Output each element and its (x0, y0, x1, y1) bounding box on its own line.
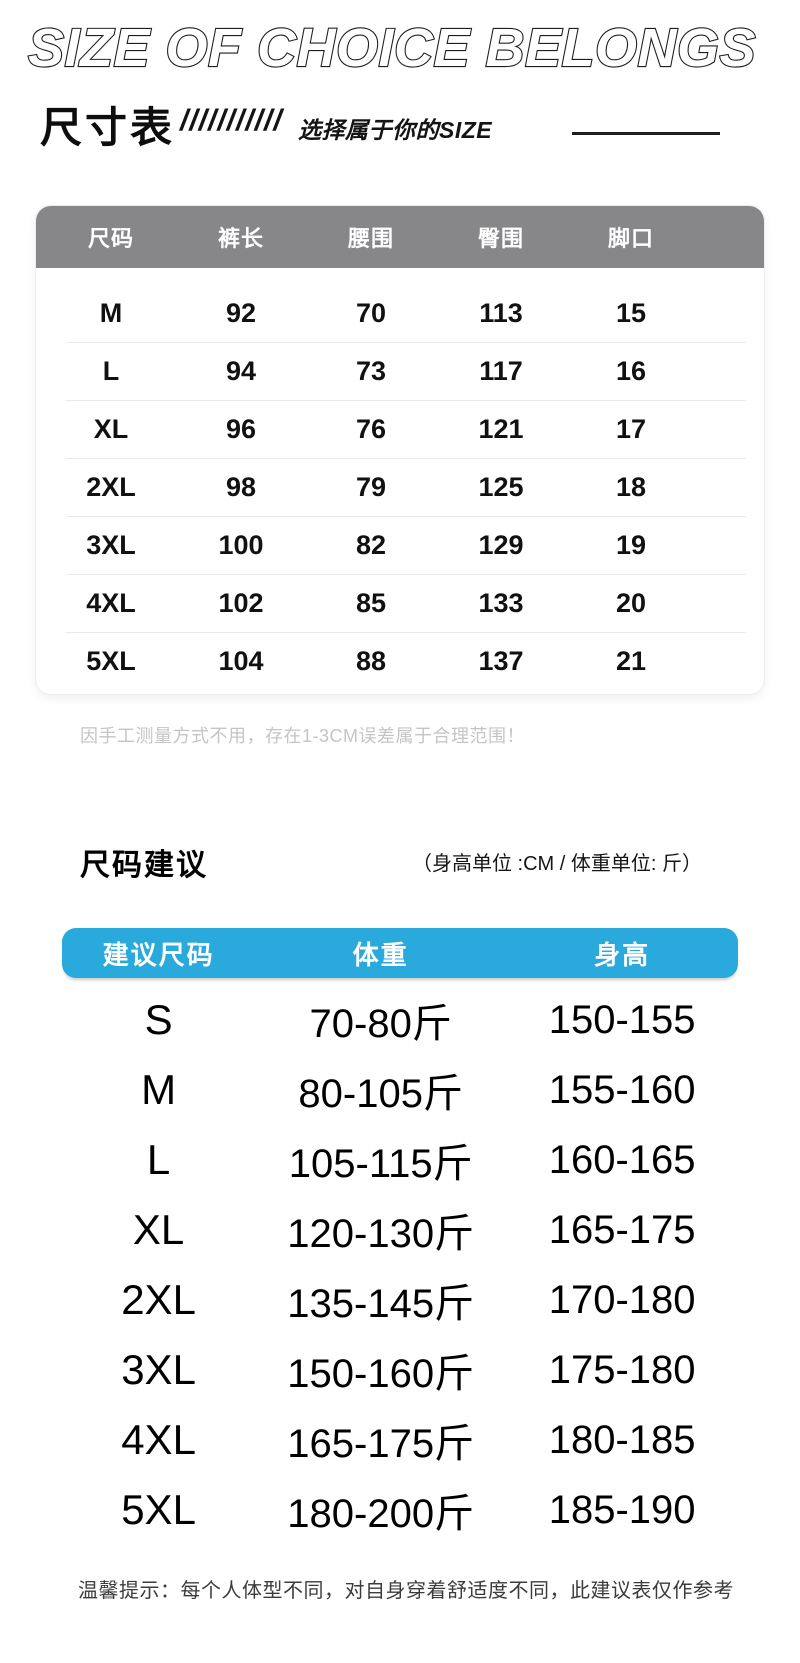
table-cell: 70 (355, 297, 387, 328)
table-cell: 4XL (86, 587, 136, 618)
table-cell: M (99, 297, 123, 328)
table-cell: 150-155 (548, 997, 696, 1042)
table-cell: 15 (615, 297, 647, 328)
table-cell: 120-130斤 (287, 1212, 475, 1256)
table-cell: 79 (355, 471, 387, 502)
table-cell: 133 (478, 587, 524, 618)
column-header-pant-length: 裤长 (217, 226, 264, 251)
table-cell: 155-160 (548, 1067, 696, 1112)
column-header-hip: 臀围 (477, 226, 524, 251)
table-cell: 16 (615, 355, 647, 386)
table-cell: 160-165 (548, 1137, 696, 1182)
table-row: 5XL 180-200斤 185-190 (62, 1475, 738, 1545)
table-cell: 96 (225, 413, 257, 444)
table-cell: 121 (478, 413, 524, 444)
suggestion-table-header-row: 建议尺码 体重 身高 (62, 928, 738, 978)
table-cell: 105-115斤 (288, 1142, 473, 1186)
suggestion-heading: 尺码建议 (80, 849, 208, 882)
measurement-tolerance-note: 因手工测量方式不用，存在1-3CM误差属于合理范围！ (80, 726, 526, 746)
table-cell: 137 (478, 645, 524, 676)
table-cell: 73 (355, 355, 387, 386)
table-row: 3XL 100 82 129 19 (36, 516, 764, 574)
table-cell: XL (132, 1206, 185, 1253)
table-row: 3XL 150-160斤 175-180 (62, 1335, 738, 1405)
table-cell: 21 (615, 645, 647, 676)
page-subtitle: 选择属于你的SIZE (298, 117, 493, 143)
table-row: XL 96 76 121 17 (36, 400, 764, 458)
table-cell: 88 (355, 645, 387, 676)
table-cell: 94 (225, 355, 257, 386)
table-cell: 170-180 (548, 1277, 696, 1322)
table-cell: 165-175 (548, 1207, 696, 1252)
table-cell: 125 (478, 471, 524, 502)
table-cell: 80-105斤 (298, 1072, 463, 1116)
table-cell: 102 (218, 587, 264, 618)
table-cell: 19 (615, 529, 647, 560)
table-cell: 185-190 (548, 1487, 696, 1532)
suggestion-table-body: S 70-80斤 150-155 M 80-105斤 155-160 L 105… (62, 985, 738, 1545)
size-measurements-card: 尺码 裤长 腰围 臀围 脚口 M 92 70 113 15 L 94 73 (35, 205, 765, 695)
table-row: M 80-105斤 155-160 (62, 1055, 738, 1125)
table-cell: 20 (615, 587, 647, 618)
friendly-reminder-note: 温馨提示：每个人体型不同，对自身穿着舒适度不同，此建议表仅作参考 (78, 1580, 734, 1602)
units-label: （身高单位 :CM / 体重单位: 斤） (412, 853, 702, 875)
table-cell: 70-80斤 (309, 1002, 452, 1046)
table-cell: 104 (218, 645, 264, 676)
table-cell: 150-160斤 (287, 1352, 475, 1396)
decorative-underline (572, 132, 720, 135)
table-cell: 76 (355, 413, 387, 444)
table-cell: 180-200斤 (287, 1492, 475, 1536)
table-cell: 165-175斤 (287, 1422, 475, 1466)
table-cell: 5XL (86, 645, 136, 676)
table-cell: M (141, 1066, 177, 1113)
page-title-chinese: 尺寸表 (40, 104, 176, 151)
table-cell: 135-145斤 (287, 1282, 475, 1326)
table-cell: 175-180 (548, 1347, 696, 1392)
table-cell: 117 (479, 355, 523, 386)
table-row: S 70-80斤 150-155 (62, 985, 738, 1055)
table-row: M 92 70 113 15 (36, 284, 764, 342)
table-cell: 85 (355, 587, 387, 618)
table-row: 2XL 135-145斤 170-180 (62, 1265, 738, 1335)
table-cell: 2XL (121, 1276, 196, 1323)
table-cell: 98 (225, 471, 257, 502)
table-cell: L (102, 355, 120, 386)
table-cell: 18 (615, 471, 647, 502)
table-cell: 3XL (121, 1346, 196, 1393)
column-header-suggested-size: 建议尺码 (102, 939, 215, 970)
table-cell: S (144, 996, 173, 1043)
table-cell: 92 (225, 297, 257, 328)
table-row: 5XL 104 88 137 21 (36, 632, 764, 690)
column-header-size: 尺码 (87, 226, 134, 251)
table-row: L 94 73 117 16 (36, 342, 764, 400)
size-table-header-row: 尺码 裤长 腰围 臀围 脚口 (36, 206, 764, 268)
table-cell: 100 (218, 529, 264, 560)
column-header-weight: 体重 (352, 939, 409, 970)
table-row: XL 120-130斤 165-175 (62, 1195, 738, 1265)
table-cell: 180-185 (548, 1417, 696, 1462)
table-cell: 17 (615, 413, 647, 444)
table-row: 4XL 165-175斤 180-185 (62, 1405, 738, 1475)
column-header-height: 身高 (594, 939, 651, 970)
table-cell: 129 (478, 529, 524, 560)
table-cell: 113 (479, 297, 523, 328)
table-cell: 3XL (86, 529, 136, 560)
table-cell: 2XL (86, 471, 136, 502)
size-table-body: M 92 70 113 15 L 94 73 117 16 XL 96 (36, 268, 764, 690)
table-cell: 82 (355, 529, 387, 560)
decorative-slashes: /////////// (180, 104, 283, 137)
table-cell: L (146, 1136, 171, 1183)
page-title-english: SIZE OF CHOICE BELONGS (27, 18, 757, 78)
table-cell: 5XL (121, 1486, 196, 1533)
table-row: 2XL 98 79 125 18 (36, 458, 764, 516)
table-row: L 105-115斤 160-165 (62, 1125, 738, 1195)
table-cell: 4XL (121, 1416, 196, 1463)
table-row: 4XL 102 85 133 20 (36, 574, 764, 632)
column-header-waist: 腰围 (347, 226, 394, 251)
column-header-leg-opening: 脚口 (607, 226, 654, 251)
table-cell: XL (93, 413, 129, 444)
